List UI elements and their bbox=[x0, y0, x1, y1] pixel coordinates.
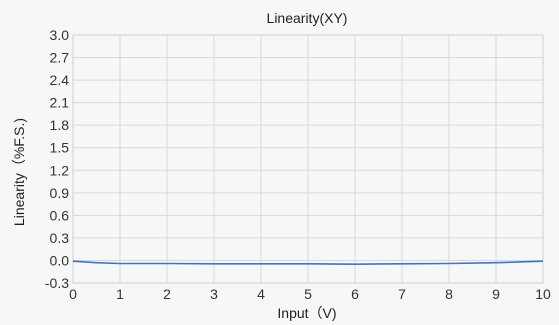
y-tick-label: 2.4 bbox=[50, 72, 70, 88]
y-tick-label: 2.7 bbox=[50, 50, 70, 66]
x-tick-label: 9 bbox=[492, 286, 500, 302]
y-tick-label: 2.1 bbox=[50, 95, 70, 111]
x-tick-label: 1 bbox=[116, 286, 124, 302]
y-tick-label: 0.9 bbox=[50, 185, 70, 201]
y-tick-label: 1.2 bbox=[50, 162, 70, 178]
x-tick-labels: 0 1 2 3 4 5 6 7 8 9 10 bbox=[69, 286, 551, 302]
grid bbox=[72, 34, 544, 284]
y-tick-label: 0.6 bbox=[50, 207, 70, 223]
y-axis-label: Linearity（%F.S.) bbox=[11, 118, 27, 226]
x-tick-label: 8 bbox=[445, 286, 453, 302]
series-layer bbox=[72, 260, 544, 266]
x-tick-label: 7 bbox=[398, 286, 406, 302]
x-tick-label: 4 bbox=[257, 286, 265, 302]
y-tick-labels: -0.3 0.0 0.3 0.6 0.9 1.2 1.5 1.8 2.1 2.4 2.7 3.0 bbox=[45, 27, 69, 291]
series-line bbox=[72, 260, 544, 266]
x-tick-label: 5 bbox=[304, 286, 312, 302]
plot-frame bbox=[72, 34, 544, 284]
x-axis-label: Input（V) bbox=[277, 305, 336, 321]
x-tick-label: 3 bbox=[210, 286, 218, 302]
x-tick-label: 6 bbox=[351, 286, 359, 302]
y-tick-label: 0.3 bbox=[50, 230, 70, 246]
y-tick-label: 1.5 bbox=[50, 140, 70, 156]
y-tick-label: 0.0 bbox=[50, 252, 70, 268]
x-tick-label: 0 bbox=[69, 286, 77, 302]
y-tick-label: -0.3 bbox=[45, 275, 69, 291]
y-tick-label: 1.8 bbox=[50, 117, 70, 133]
y-tick-label: 3.0 bbox=[50, 27, 70, 43]
chart-title: Linearity(XY) bbox=[267, 10, 348, 26]
x-tick-label: 10 bbox=[535, 286, 551, 302]
x-tick-label: 2 bbox=[163, 286, 171, 302]
